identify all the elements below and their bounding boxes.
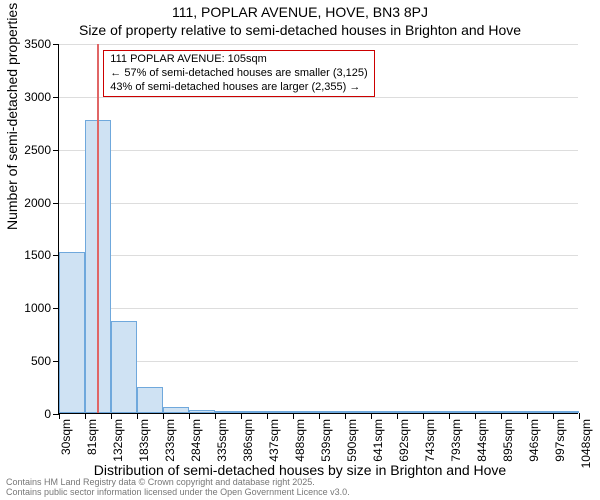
marker-line [97, 44, 99, 413]
histogram-bar [111, 321, 137, 413]
x-tick-label: 793sqm [449, 419, 463, 462]
histogram-bar [241, 411, 267, 413]
x-tick-label: 692sqm [397, 419, 411, 462]
histogram-bar [423, 411, 449, 413]
histogram-bar [59, 252, 85, 413]
chart-title-line2: Size of property relative to semi-detach… [0, 22, 600, 38]
histogram-bar [163, 407, 189, 413]
x-tick-label: 895sqm [501, 419, 515, 462]
marker-annotation: 111 POPLAR AVENUE: 105sqm ← 57% of semi-… [103, 50, 374, 97]
x-tick-label: 488sqm [293, 419, 307, 462]
y-tick-label: 500 [11, 354, 51, 368]
histogram-bar [137, 387, 163, 413]
y-tick-label: 1000 [11, 301, 51, 315]
histogram-bar [293, 411, 319, 413]
y-tick-label: 3000 [11, 90, 51, 104]
x-tick-label: 30sqm [59, 419, 73, 455]
histogram-bar [397, 411, 423, 413]
x-tick-label: 946sqm [527, 419, 541, 462]
chart-title-line1: 111, POPLAR AVENUE, HOVE, BN3 8PJ [0, 4, 600, 20]
x-tick-label: 641sqm [371, 419, 385, 462]
x-tick-label: 844sqm [475, 419, 489, 462]
x-tick-label: 233sqm [163, 419, 177, 462]
bars-layer [59, 44, 578, 413]
histogram-bar [449, 411, 475, 413]
histogram-bar [475, 411, 501, 413]
x-tick-label: 386sqm [241, 419, 255, 462]
chart-footer: Contains HM Land Registry data © Crown c… [6, 478, 350, 498]
x-tick-label: 335sqm [215, 419, 229, 462]
x-tick-label: 284sqm [189, 419, 203, 462]
marker-text-3: 43% of semi-detached houses are larger (… [110, 81, 367, 95]
histogram-bar [527, 411, 553, 413]
y-tick-label: 0 [11, 407, 51, 421]
histogram-bar [267, 411, 293, 413]
x-tick-label: 183sqm [137, 419, 151, 462]
histogram-bar [345, 411, 371, 413]
x-tick-label: 437sqm [267, 419, 281, 462]
x-tick-label: 1048sqm [579, 419, 593, 468]
marker-text-2: ← 57% of semi-detached houses are smalle… [110, 67, 367, 81]
histogram-bar [501, 411, 527, 413]
x-tick-label: 132sqm [111, 419, 125, 462]
x-tick-label: 743sqm [423, 419, 437, 462]
x-axis-label: Distribution of semi-detached houses by … [0, 462, 600, 478]
y-tick-label: 2000 [11, 196, 51, 210]
histogram-bar [319, 411, 345, 413]
x-tick-label: 997sqm [553, 419, 567, 462]
histogram-bar [371, 411, 397, 413]
histogram-bar [215, 411, 241, 413]
y-tick-label: 2500 [11, 143, 51, 157]
marker-text-1: 111 POPLAR AVENUE: 105sqm [110, 53, 367, 67]
plot-area: 111 POPLAR AVENUE: 105sqm ← 57% of semi-… [58, 44, 578, 414]
histogram-bar [553, 411, 579, 413]
x-tick-label: 539sqm [319, 419, 333, 462]
y-tick-label: 1500 [11, 248, 51, 262]
footer-line-2: Contains public sector information licen… [6, 488, 350, 498]
x-tick-label: 590sqm [345, 419, 359, 462]
histogram-bar [189, 410, 215, 413]
x-tick-label: 81sqm [85, 419, 99, 455]
y-tick-label: 3500 [11, 37, 51, 51]
